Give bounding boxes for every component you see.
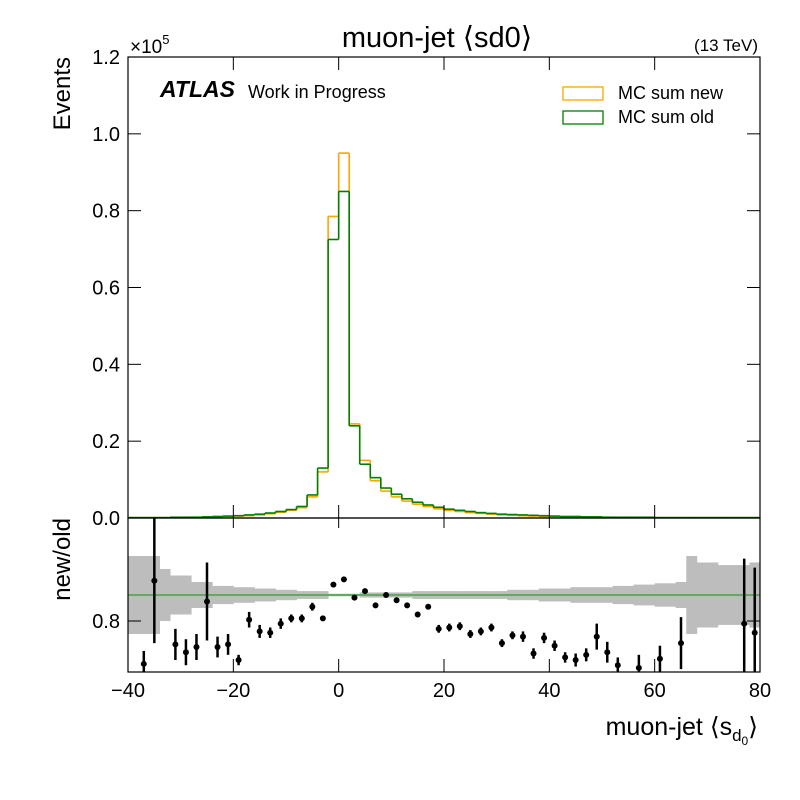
ratio-point [541, 634, 548, 641]
y-tick-label: 0.4 [92, 354, 120, 376]
ratio-point [267, 629, 274, 636]
ratio-point [383, 592, 390, 598]
ratio-point [656, 655, 663, 662]
ratio-point [404, 602, 411, 609]
ratio-point [277, 620, 284, 627]
ratio-point [741, 620, 748, 627]
ratio-y-tick-label: 0.8 [92, 611, 120, 633]
ratio-point [246, 616, 253, 623]
experiment-label: ATLAS [159, 76, 236, 102]
ratio-point [435, 625, 442, 632]
x-tick-label: −40 [111, 680, 145, 702]
ratio-y-axis-label: new/old [49, 518, 76, 601]
ratio-point [614, 662, 621, 669]
ratio-point [530, 650, 537, 657]
ratio-frame [127, 517, 761, 673]
ratio-point [635, 664, 642, 671]
ratio-point [520, 633, 526, 640]
ratio-point [362, 588, 368, 595]
ratio-point [551, 642, 558, 649]
x-label-sub: d [732, 726, 741, 745]
ratio-point [467, 631, 474, 638]
ratio-point [151, 577, 158, 584]
ratio-point [509, 632, 516, 639]
ratio-point [477, 628, 484, 635]
ratio-point [414, 611, 421, 618]
x-tick-label: 20 [433, 680, 455, 702]
ratio-point [751, 629, 758, 636]
status-label: Work in Progress [248, 82, 386, 102]
ratio-point [298, 615, 305, 622]
y-tick-label: 0.8 [92, 201, 120, 223]
x-tick-label: 0 [333, 680, 344, 702]
y-scale-base: ×10 [130, 37, 162, 58]
y-tick-label: 0.0 [92, 508, 120, 530]
y-tick-label: 1.2 [92, 47, 120, 69]
ratio-point [235, 657, 242, 664]
ratio-point [193, 644, 200, 651]
y-tick-label: 1.0 [92, 124, 120, 146]
main-plot [128, 152, 760, 518]
ratio-point [288, 615, 295, 622]
y-scale-exponent: 5 [162, 32, 169, 47]
legend-label: MC sum new [618, 83, 724, 103]
ratio-point [562, 654, 569, 661]
ratio-point [225, 641, 232, 648]
ratio-point [678, 640, 684, 647]
ratio-point [319, 615, 326, 622]
x-tick-label: −20 [216, 680, 250, 702]
ratio-point [214, 644, 221, 651]
y-axis-label: Events [49, 57, 76, 130]
ratio-point [372, 602, 379, 609]
x-label-text: muon-jet ⟨s [606, 713, 732, 741]
y-scale: ×105 [130, 32, 169, 58]
ratio-point [604, 649, 611, 656]
axes: 0.0 0.2 0.4 0.6 0.8 1.0 1.2 0.8 −40 −20 0 20 40 60 80 [92, 47, 771, 702]
ratio-point [488, 624, 495, 631]
ratio-plot [128, 518, 760, 672]
ratio-point [446, 624, 453, 631]
legend-swatch [562, 86, 604, 101]
x-label-close: ⟩ [748, 713, 758, 741]
ratio-point [330, 581, 337, 588]
ratio-point [340, 576, 347, 583]
chart-title: muon-jet ⟨sd0⟩ [342, 22, 532, 54]
ratio-point [393, 597, 400, 604]
ratio-point [351, 594, 358, 601]
legend-swatch [562, 110, 604, 125]
ratio-point [583, 651, 590, 658]
legend-label: MC sum old [618, 107, 714, 127]
ratio-point [498, 640, 505, 647]
y-tick-label: 0.2 [92, 431, 120, 453]
ratio-point [456, 623, 463, 630]
y-tick-label: 0.6 [92, 278, 120, 300]
x-tick-label: 40 [538, 680, 560, 702]
x-tick-label: 80 [749, 680, 771, 702]
x-axis-label: muon-jet ⟨sd0⟩ [606, 713, 758, 748]
ratio-point [172, 641, 179, 648]
ratio-point [256, 628, 263, 635]
x-label-subsub: 0 [742, 734, 749, 748]
ratio-point [425, 603, 432, 610]
ratio-point [182, 649, 189, 656]
ratio-point [309, 603, 316, 610]
ratio-point [204, 598, 210, 605]
ratio-point [593, 633, 600, 640]
energy-label: (13 TeV) [694, 36, 758, 55]
ratio-point [572, 657, 579, 664]
x-tick-label: 60 [644, 680, 666, 702]
ratio-point [140, 660, 147, 667]
